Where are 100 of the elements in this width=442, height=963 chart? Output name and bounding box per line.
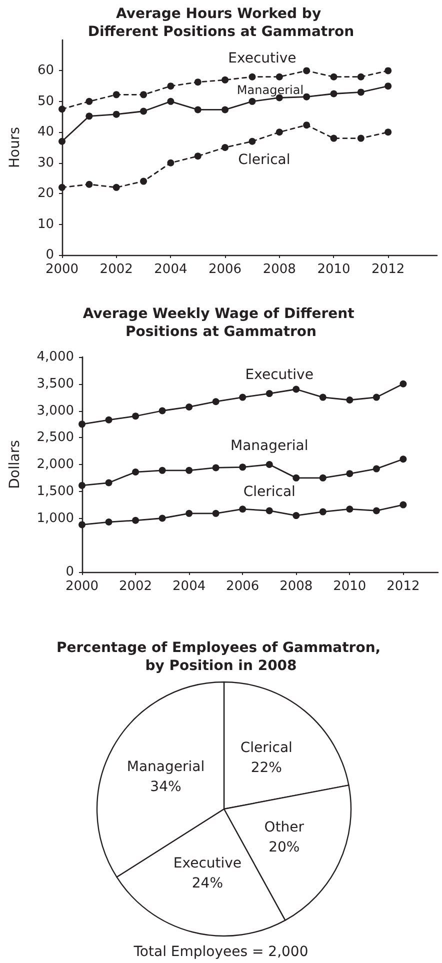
point (239, 506, 246, 513)
x-tick-label: 2006 (226, 579, 260, 594)
point (248, 138, 256, 145)
y-tick-label: 30 (37, 155, 54, 170)
data-label: 34% (150, 778, 182, 795)
point (140, 91, 148, 98)
point (319, 474, 326, 482)
x-tick-label: 2006 (208, 262, 242, 277)
series-label: Clerical (238, 152, 290, 168)
point (105, 416, 112, 424)
point (384, 67, 392, 74)
series-label: Managerial (230, 438, 308, 454)
y-tick-label: 40 (37, 124, 54, 140)
x-tick-label: 2004 (172, 579, 206, 594)
point (186, 510, 193, 517)
point (78, 521, 86, 528)
point (222, 144, 229, 151)
point (194, 106, 202, 114)
x-tick-label: 2002 (100, 262, 133, 277)
point (319, 394, 326, 401)
y-tick-label: 50 (37, 94, 54, 109)
series-label: Clerical (243, 484, 296, 500)
data-label: 22% (250, 760, 282, 776)
point (248, 73, 256, 80)
point (222, 106, 229, 114)
chart-title: Average Weekly Wage of Different Positions at Gammatron (82, 306, 360, 340)
point (248, 98, 256, 105)
point (186, 403, 193, 410)
x-tick-label: 2004 (154, 262, 188, 277)
x-tick-label: 2010 (317, 262, 350, 277)
y-tick-label: 1,000 (36, 510, 74, 526)
point (346, 396, 354, 404)
y-tick-label: 0 (46, 248, 54, 262)
point (292, 386, 300, 393)
chart-title: Percentage of Employees of Gammatron, by Position in 2008 (56, 640, 386, 674)
point (292, 474, 300, 482)
point (212, 464, 220, 472)
point (319, 508, 326, 516)
point (112, 110, 120, 118)
point (167, 98, 174, 105)
point (78, 420, 86, 428)
point (400, 380, 407, 388)
x-tick-label: 2008 (262, 262, 296, 277)
point (58, 184, 66, 191)
slice-label: Other (264, 819, 304, 836)
y-tick-label: 2,500 (36, 430, 74, 446)
point (112, 91, 120, 98)
x-tick-label: 2012 (386, 579, 420, 594)
point (346, 470, 354, 478)
point (276, 73, 283, 80)
point (400, 501, 407, 508)
point (372, 394, 380, 401)
point (58, 106, 66, 113)
point (194, 152, 202, 160)
point (266, 461, 273, 468)
point (222, 76, 229, 84)
point (266, 390, 273, 398)
point (58, 138, 66, 145)
x-tick-label: 2012 (372, 262, 405, 277)
point (105, 479, 112, 486)
point (194, 78, 202, 86)
point (400, 456, 407, 463)
point (357, 88, 364, 96)
point (303, 93, 310, 100)
point (357, 73, 364, 80)
slice-label: Executive (173, 855, 242, 872)
point (346, 506, 354, 513)
point (158, 466, 166, 474)
point (303, 122, 310, 129)
point (276, 128, 283, 136)
x-tick-label: 2000 (45, 262, 79, 277)
series-label: Managerial (236, 82, 304, 97)
x-tick-label: 2002 (118, 579, 152, 594)
point (330, 90, 338, 98)
point (140, 108, 148, 115)
slice-label: Managerial (126, 758, 205, 775)
point (186, 466, 193, 474)
point (212, 510, 220, 517)
y-axis-title: Hours (7, 126, 23, 168)
point (167, 82, 174, 90)
y-tick-label: 3,000 (36, 403, 74, 418)
text: Total Employees = 2,000 (132, 944, 308, 960)
point (330, 73, 338, 80)
point (212, 398, 220, 406)
point (239, 464, 246, 471)
point (132, 468, 140, 476)
y-axis-title: Dollars (7, 440, 23, 489)
point (384, 82, 392, 90)
point (266, 507, 273, 514)
y-tick-label: 2,000 (36, 457, 74, 472)
point (357, 134, 364, 142)
point (239, 394, 246, 401)
x-tick-label: 2000 (65, 579, 99, 594)
point (140, 178, 148, 185)
point (372, 507, 380, 514)
y-tick-label: 60 (37, 63, 54, 78)
point (86, 112, 93, 120)
point (372, 465, 380, 472)
y-tick-label: 10 (37, 216, 54, 232)
x-tick-label: 2010 (333, 579, 366, 594)
